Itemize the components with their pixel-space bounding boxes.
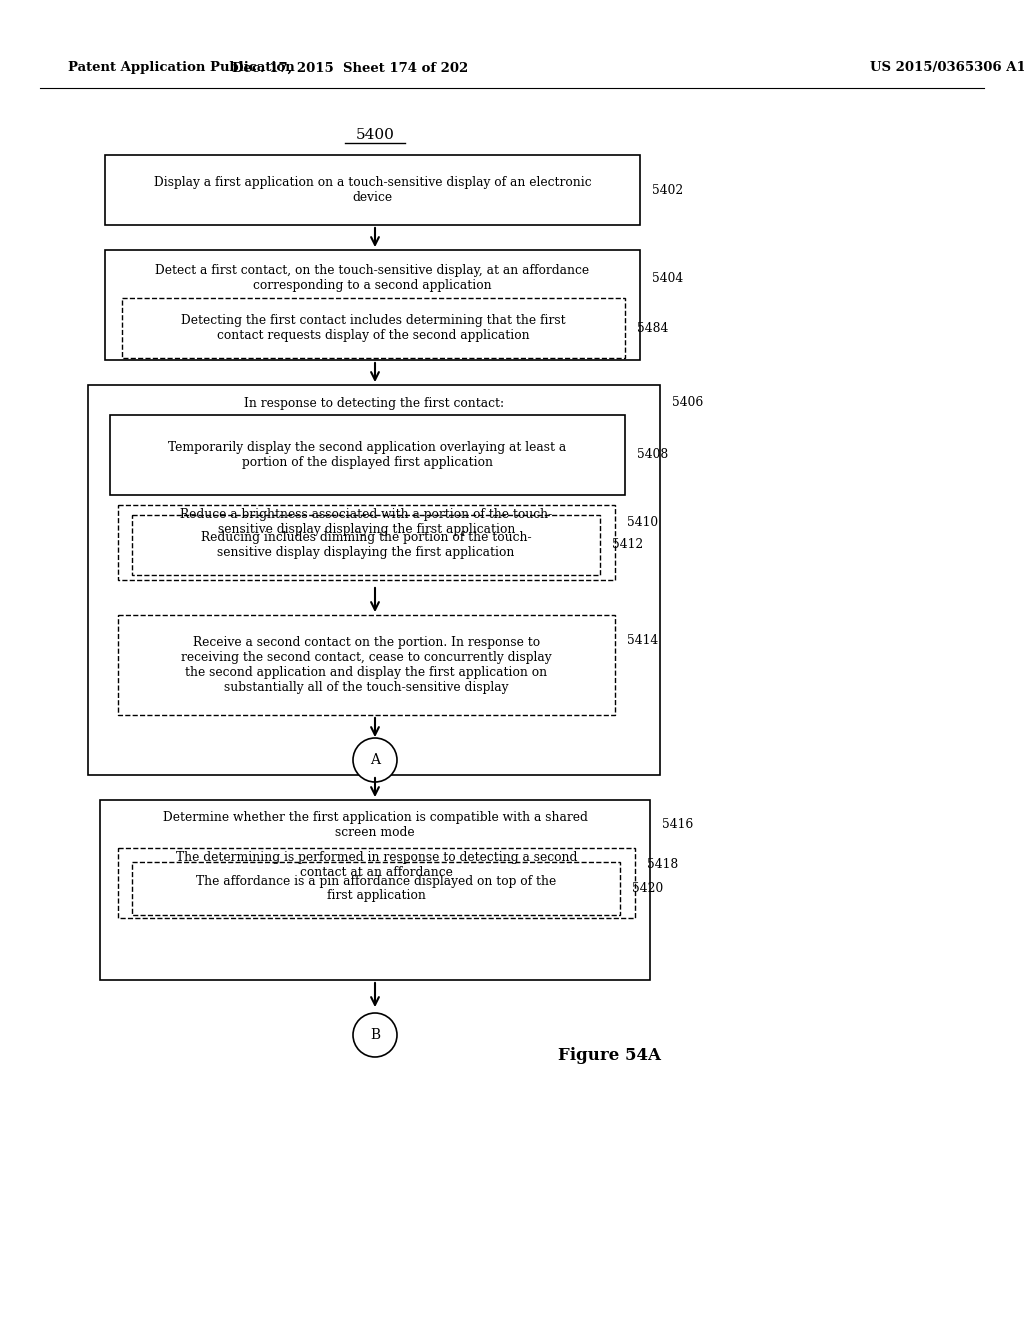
Text: 5408: 5408 xyxy=(637,449,669,462)
Text: Detecting the first contact includes determining that the first
contact requests: Detecting the first contact includes det… xyxy=(181,314,566,342)
Text: 5406: 5406 xyxy=(672,396,703,409)
Text: In response to detecting the first contact:: In response to detecting the first conta… xyxy=(244,396,504,409)
Text: B: B xyxy=(370,1028,380,1041)
Text: 5414: 5414 xyxy=(627,634,658,647)
Text: Display a first application on a touch-sensitive display of an electronic
device: Display a first application on a touch-s… xyxy=(154,176,591,205)
Bar xyxy=(118,506,615,579)
Text: Reducing includes dimming the portion of the touch-
sensitive display displaying: Reducing includes dimming the portion of… xyxy=(201,531,531,558)
Text: 5400: 5400 xyxy=(355,128,394,143)
Text: The affordance is a pin affordance displayed on top of the
first application: The affordance is a pin affordance displ… xyxy=(196,874,556,903)
Text: 5418: 5418 xyxy=(647,858,678,871)
Text: Detect a first contact, on the touch-sensitive display, at an affordance
corresp: Detect a first contact, on the touch-sen… xyxy=(156,264,590,292)
Bar xyxy=(110,414,625,495)
Bar xyxy=(100,800,650,979)
Text: 5402: 5402 xyxy=(652,183,683,197)
Text: US 2015/0365306 A1: US 2015/0365306 A1 xyxy=(870,62,1024,74)
Text: 5420: 5420 xyxy=(632,882,664,895)
Text: Figure 54A: Figure 54A xyxy=(558,1047,662,1064)
Text: Temporarily display the second application overlaying at least a
portion of the : Temporarily display the second applicati… xyxy=(168,441,566,469)
Text: 5404: 5404 xyxy=(652,272,683,285)
Text: Receive a second contact on the portion. In response to
receiving the second con: Receive a second contact on the portion.… xyxy=(181,636,552,694)
Circle shape xyxy=(353,1012,397,1057)
Text: Dec. 17, 2015  Sheet 174 of 202: Dec. 17, 2015 Sheet 174 of 202 xyxy=(231,62,468,74)
Circle shape xyxy=(353,738,397,781)
Text: 5412: 5412 xyxy=(612,539,643,552)
Text: Determine whether the first application is compatible with a shared
screen mode: Determine whether the first application … xyxy=(163,810,588,840)
Text: 5416: 5416 xyxy=(662,818,693,832)
Bar xyxy=(132,862,620,915)
Text: 5410: 5410 xyxy=(627,516,658,528)
Text: 5484: 5484 xyxy=(637,322,669,334)
Bar xyxy=(88,385,660,775)
Text: The determining is performed in response to detecting a second
contact at an aff: The determining is performed in response… xyxy=(176,851,578,879)
Text: Patent Application Publication: Patent Application Publication xyxy=(68,62,295,74)
Bar xyxy=(105,154,640,224)
Bar xyxy=(118,847,635,917)
Bar xyxy=(105,249,640,360)
Text: A: A xyxy=(370,752,380,767)
Bar xyxy=(132,515,600,576)
Bar xyxy=(118,615,615,715)
Bar xyxy=(122,298,625,358)
Text: Reduce a brightness associated with a portion of the touch-
sensitive display di: Reduce a brightness associated with a po… xyxy=(180,508,553,536)
